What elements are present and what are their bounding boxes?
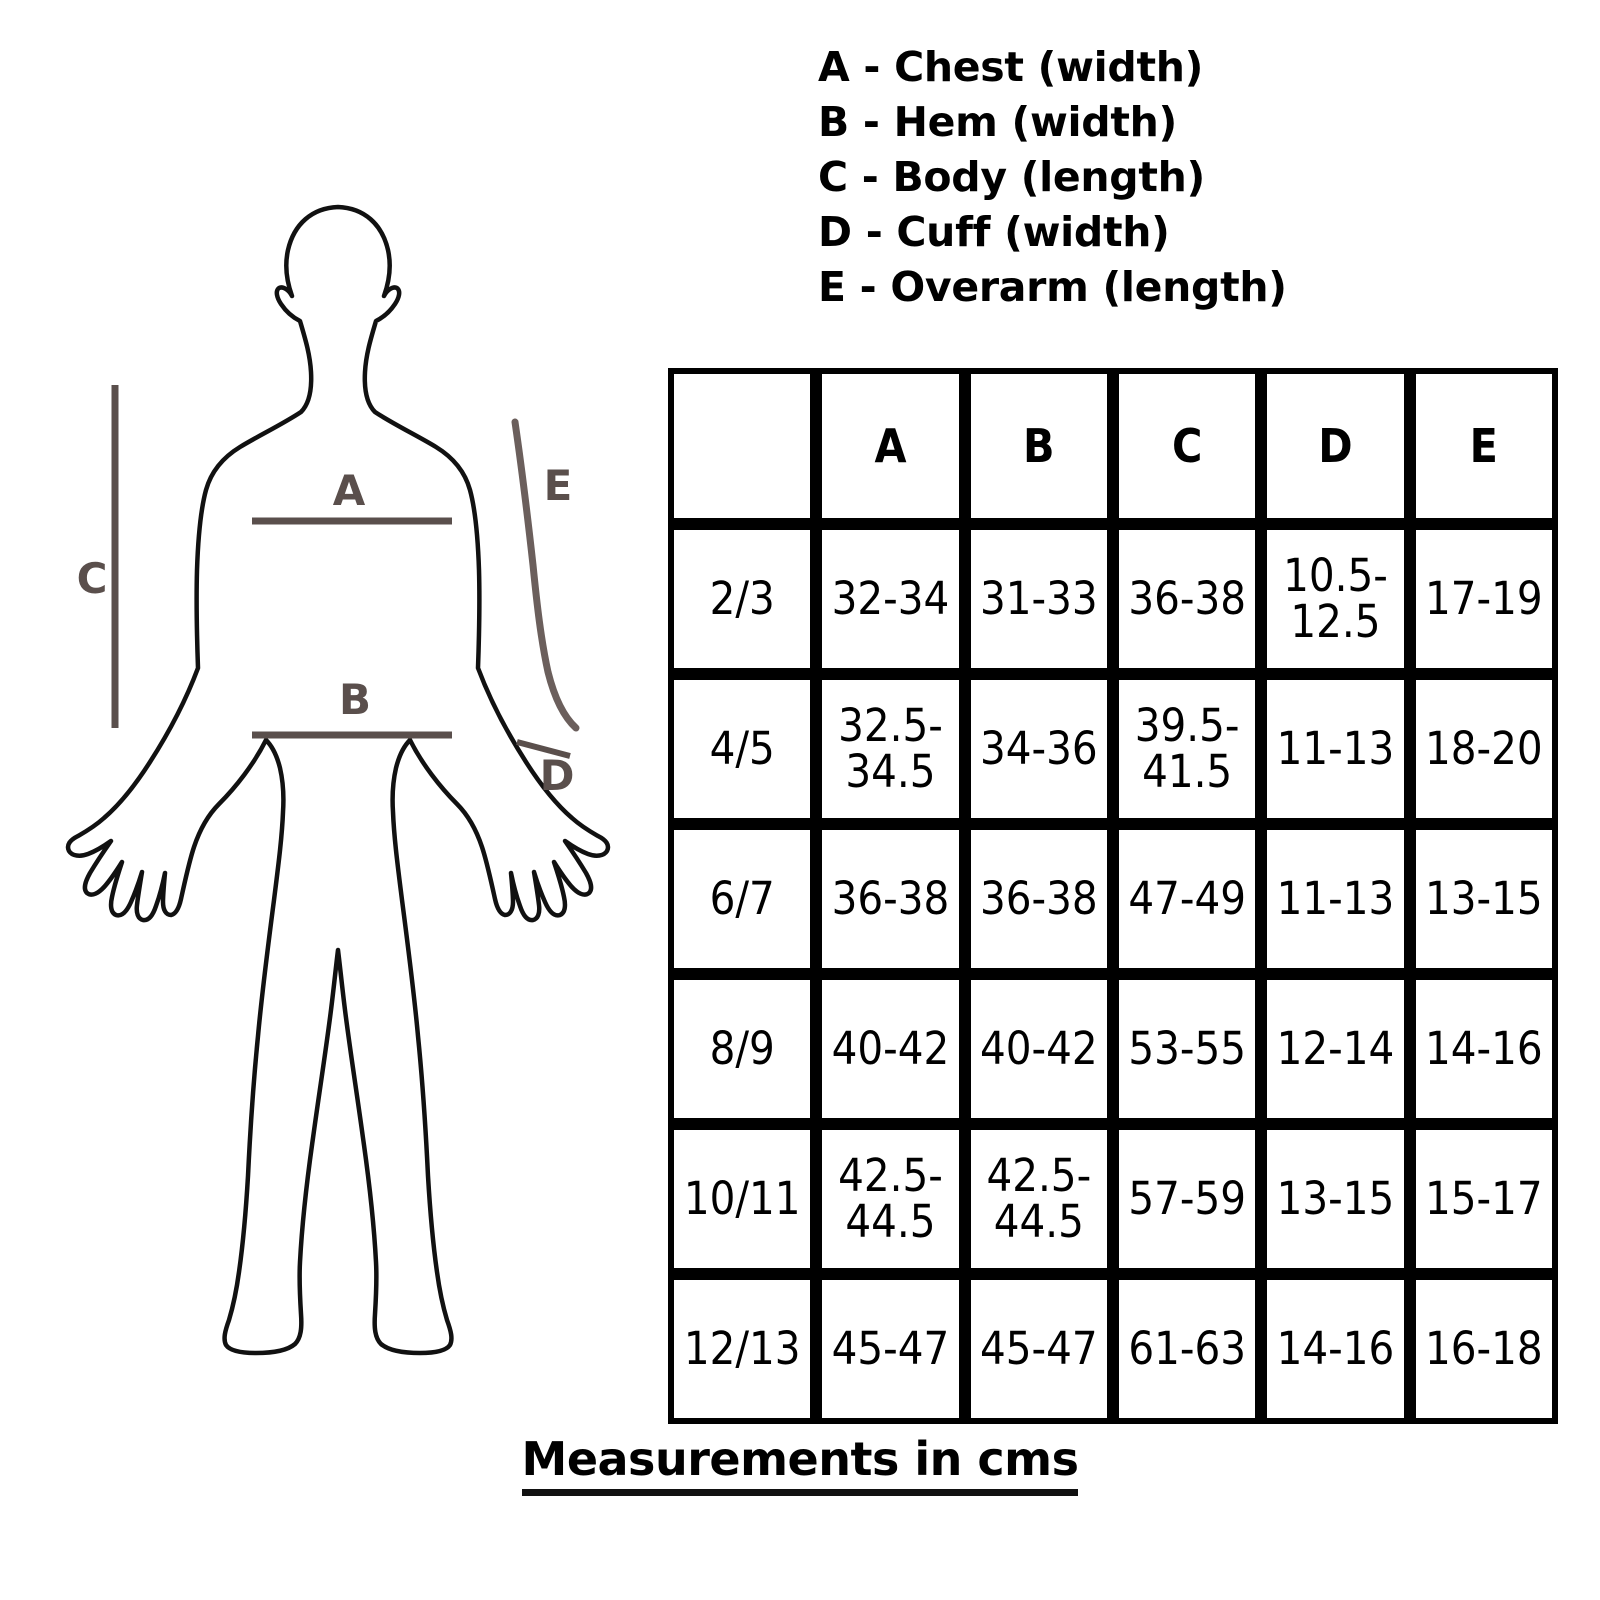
row-size-label: 4/5 xyxy=(668,674,817,824)
cell-d: 13-15 xyxy=(1261,1124,1410,1274)
cell-d: 14-16 xyxy=(1261,1274,1410,1424)
marker-a-label: A xyxy=(333,466,366,515)
cell-b: 31-33 xyxy=(964,524,1113,674)
cell-c: 53-55 xyxy=(1112,974,1262,1124)
marker-b-label: B xyxy=(339,675,371,724)
legend-item-d: D - Cuff (width) xyxy=(818,208,1170,256)
legend-item-b: B - Hem (width) xyxy=(818,98,1177,146)
body-figure-panel: C A B E D xyxy=(0,0,660,1600)
table-header-row: A B C D E xyxy=(668,368,1558,524)
cell-e: 16-18 xyxy=(1409,1274,1558,1424)
body-diagram: C A B E D xyxy=(65,204,611,1356)
row-size-label: 12/13 xyxy=(668,1274,817,1424)
column-header-a: A xyxy=(816,368,965,524)
cell-a: 32-34 xyxy=(816,524,965,674)
marker-d-label: D xyxy=(540,751,575,800)
column-header-e: E xyxy=(1409,368,1558,524)
cell-b: 34-36 xyxy=(964,674,1113,824)
table-corner-blank xyxy=(668,368,817,524)
marker-e-label: E xyxy=(544,461,573,510)
cell-b: 40-42 xyxy=(964,974,1113,1124)
cell-d: 10.5-12.5 xyxy=(1261,524,1410,674)
row-size-label: 2/3 xyxy=(668,524,817,674)
cell-e: 17-19 xyxy=(1409,524,1558,674)
size-chart-table: A B C D E 2/3 32-34 31-33 36-38 10.5-12.… xyxy=(668,368,1558,1424)
cell-d: 12-14 xyxy=(1261,974,1410,1124)
size-chart-table-container: A B C D E 2/3 32-34 31-33 36-38 10.5-12.… xyxy=(668,368,1558,1424)
table-row: 8/9 40-42 40-42 53-55 12-14 14-16 xyxy=(668,974,1558,1124)
legend-item-e: E - Overarm (length) xyxy=(818,263,1287,311)
cell-e: 18-20 xyxy=(1409,674,1558,824)
cell-e: 13-15 xyxy=(1409,824,1558,974)
table-row: 2/3 32-34 31-33 36-38 10.5-12.5 17-19 xyxy=(668,524,1558,674)
measurement-legend: A - Chest (width) B - Hem (width) C - Bo… xyxy=(818,40,1578,315)
cell-c: 36-38 xyxy=(1112,524,1262,674)
cell-c: 57-59 xyxy=(1112,1124,1262,1274)
row-size-label: 8/9 xyxy=(668,974,817,1124)
table-row: 6/7 36-38 36-38 47-49 11-13 13-15 xyxy=(668,824,1558,974)
column-header-b: B xyxy=(964,368,1113,524)
cell-b: 36-38 xyxy=(964,824,1113,974)
legend-item-a: A - Chest (width) xyxy=(818,43,1204,91)
cell-e: 15-17 xyxy=(1409,1124,1558,1274)
table-row: 4/5 32.5-34.5 34-36 39.5-41.5 11-13 18-2… xyxy=(668,674,1558,824)
table-row: 12/13 45-47 45-47 61-63 14-16 16-18 xyxy=(668,1274,1558,1424)
cell-c: 47-49 xyxy=(1112,824,1262,974)
cell-d: 11-13 xyxy=(1261,674,1410,824)
row-size-label: 6/7 xyxy=(668,824,817,974)
cell-a: 42.5-44.5 xyxy=(816,1124,965,1274)
cell-c: 39.5-41.5 xyxy=(1112,674,1262,824)
cell-c: 61-63 xyxy=(1112,1274,1262,1424)
units-caption: Measurements in cms xyxy=(521,1432,1079,1496)
cell-a: 36-38 xyxy=(816,824,965,974)
cell-a: 32.5-34.5 xyxy=(816,674,965,824)
cell-b: 45-47 xyxy=(964,1274,1113,1424)
table-row: 10/11 42.5-44.5 42.5-44.5 57-59 13-15 15… xyxy=(668,1124,1558,1274)
column-header-d: D xyxy=(1261,368,1410,524)
cell-d: 11-13 xyxy=(1261,824,1410,974)
body-outline-icon xyxy=(65,204,611,1356)
cell-a: 40-42 xyxy=(816,974,965,1124)
marker-d-line xyxy=(516,739,571,759)
marker-c-label: C xyxy=(77,554,108,603)
cell-b: 42.5-44.5 xyxy=(964,1124,1113,1274)
column-header-c: C xyxy=(1112,368,1262,524)
row-size-label: 10/11 xyxy=(668,1124,817,1274)
cell-a: 45-47 xyxy=(816,1274,965,1424)
cell-e: 14-16 xyxy=(1409,974,1558,1124)
legend-item-c: C - Body (length) xyxy=(818,153,1205,201)
marker-e-curve xyxy=(511,418,580,732)
units-caption-container: Measurements in cms xyxy=(0,1432,1600,1496)
